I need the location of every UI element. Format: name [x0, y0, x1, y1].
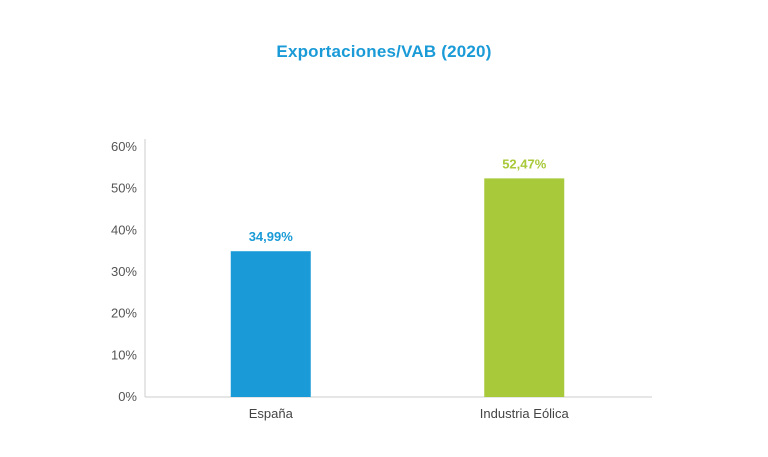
y-tick-label: 40%	[111, 222, 137, 237]
bar	[230, 251, 311, 397]
data-label: 52,47%	[502, 156, 547, 171]
bar	[484, 178, 565, 397]
y-tick-label: 20%	[111, 306, 137, 321]
y-tick-label: 30%	[111, 264, 137, 279]
x-tick-label: España	[249, 406, 294, 421]
chart-title: Exportaciones/VAB (2020)	[276, 42, 492, 61]
y-tick-label: 50%	[111, 181, 137, 196]
x-tick-label: Industria Eólica	[480, 406, 570, 421]
y-tick-label: 10%	[111, 347, 137, 362]
y-tick-label: 60%	[111, 139, 137, 154]
data-label: 34,99%	[249, 229, 294, 244]
y-tick-label: 0%	[118, 389, 137, 404]
